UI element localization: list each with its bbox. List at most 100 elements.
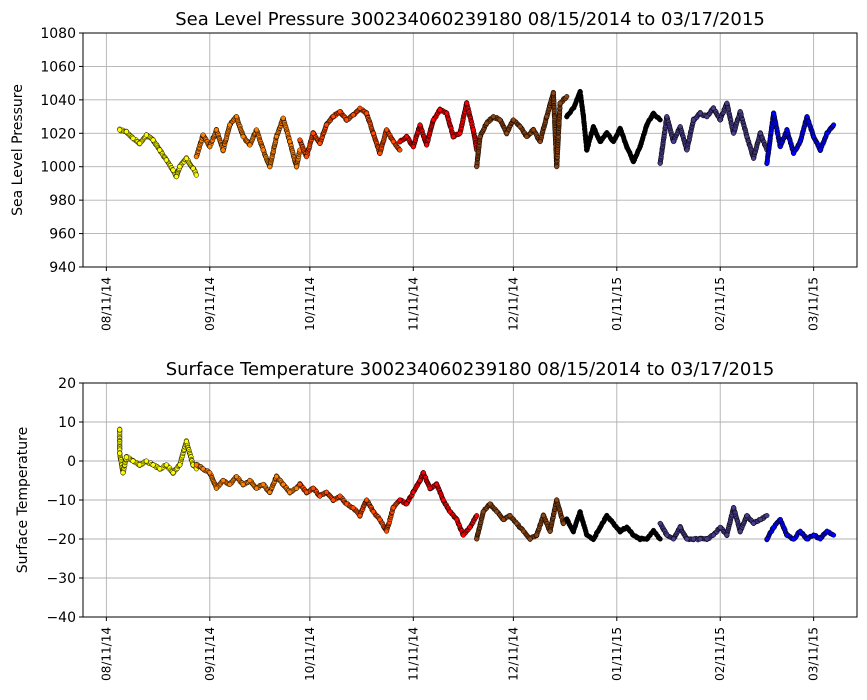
pressure-data-point <box>817 147 823 153</box>
temperature-data-point <box>213 485 219 491</box>
pressure-data-point <box>227 122 233 128</box>
temperature-data-point <box>704 536 710 542</box>
temperature-data-point <box>811 532 817 538</box>
pressure-panel: Sea Level Pressure 300234060239180 08/15… <box>10 9 858 331</box>
temperature-data-point <box>253 485 260 491</box>
pressure-data-point <box>337 109 343 115</box>
pressure-data-point <box>657 160 663 166</box>
temperature-data-point <box>644 536 650 542</box>
pressure-data-point <box>177 164 183 170</box>
pressure-y-axis-label: Sea Level Pressure <box>10 84 26 216</box>
temperature-data-point <box>554 497 560 503</box>
temperature-x-tick-label: 08/11/14 <box>99 627 113 681</box>
pressure-data-point <box>564 93 570 100</box>
temperature-data-point <box>364 497 370 503</box>
pressure-x-tick-label: 12/11/14 <box>506 277 520 331</box>
pressure-data-point <box>650 110 657 116</box>
pressure-data-point <box>791 150 797 156</box>
pressure-data-point <box>777 144 783 150</box>
temperature-data-point <box>240 481 246 487</box>
pressure-x-tick-label: 02/11/15 <box>713 277 727 331</box>
temperature-data-point <box>143 458 149 464</box>
temperature-data-point <box>764 513 770 519</box>
pressure-y-tick-label: 1060 <box>40 59 76 75</box>
pressure-series-2 <box>297 105 403 160</box>
pressure-data-point <box>771 110 777 116</box>
pressure-data-point <box>397 147 403 153</box>
temperature-data-point <box>804 536 810 542</box>
pressure-data-point <box>757 130 763 136</box>
pressure-data-point <box>684 147 690 153</box>
temperature-data-point <box>764 536 770 542</box>
temperature-data-point <box>370 509 376 515</box>
temperature-x-tick-label: 02/11/15 <box>713 627 727 681</box>
pressure-series-7 <box>764 110 837 167</box>
pressure-series-0 <box>117 126 199 180</box>
temperature-data-point <box>791 536 797 542</box>
temperature-data-point <box>514 520 520 526</box>
temperature-data-point <box>610 520 617 526</box>
temperature-data-point <box>317 493 323 499</box>
pressure-data-point <box>287 139 293 145</box>
pressure-data-point <box>330 114 336 120</box>
temperature-data-point <box>777 516 783 523</box>
temperature-data-point <box>657 536 663 542</box>
pressure-data-point <box>323 122 330 128</box>
pressure-data-point <box>444 110 450 116</box>
temperature-y-tick-label: −10 <box>46 493 76 509</box>
pressure-data-point <box>190 165 196 171</box>
temperature-data-point <box>183 438 189 445</box>
temperature-data-point <box>710 532 717 538</box>
pressure-data-point <box>213 127 219 133</box>
pressure-data-point <box>193 154 199 160</box>
pressure-data-point <box>497 117 503 123</box>
pressure-data-point <box>811 134 817 140</box>
pressure-data-point <box>143 132 149 138</box>
pressure-data-point <box>207 144 213 150</box>
temperature-data-point <box>717 524 723 530</box>
temperature-data-point <box>617 528 623 534</box>
pressure-data-point <box>510 117 516 123</box>
temperature-data-point <box>520 528 526 534</box>
pressure-data-point <box>404 134 410 140</box>
pressure-data-point <box>704 114 710 120</box>
pressure-data-point <box>173 174 179 180</box>
pressure-data-point <box>764 160 770 166</box>
temperature-data-point <box>434 481 440 487</box>
temperature-data-point <box>604 513 610 519</box>
pressure-data-point <box>731 130 737 136</box>
pressure-x-tick-label: 09/11/14 <box>203 277 217 331</box>
temperature-data-point <box>577 509 583 515</box>
pressure-data-point <box>450 134 456 140</box>
temperature-data-point <box>384 528 390 534</box>
temperature-y-tick-label: −20 <box>46 532 76 548</box>
temperature-series-1 <box>193 462 303 496</box>
pressure-data-point <box>797 139 803 145</box>
temperature-data-point <box>247 477 253 484</box>
temperature-data-point <box>117 427 123 433</box>
pressure-data-point <box>557 100 563 106</box>
temperature-data-point <box>507 513 513 519</box>
temperature-data-point <box>297 481 303 487</box>
temperature-data-point <box>227 481 233 487</box>
pressure-data-point <box>364 110 370 116</box>
temperature-data-point <box>390 505 396 511</box>
pressure-data-point <box>303 154 310 160</box>
temperature-data-point <box>697 536 703 542</box>
pressure-data-point <box>824 130 830 136</box>
pressure-data-point <box>637 144 643 150</box>
pressure-data-point <box>584 147 590 153</box>
temperature-data-point <box>440 497 446 503</box>
temperature-data-point <box>547 528 553 534</box>
temperature-data-point <box>207 470 213 476</box>
pressure-data-point <box>464 100 470 106</box>
temperature-data-point <box>404 501 410 507</box>
pressure-data-point <box>417 122 423 128</box>
temperature-series-3 <box>397 470 480 538</box>
pressure-data-point <box>163 157 169 163</box>
pressure-data-point <box>784 127 790 133</box>
temperature-data-point <box>467 524 473 530</box>
temperature-data-point <box>260 481 266 487</box>
pressure-x-tick-label: 11/11/14 <box>406 277 420 331</box>
